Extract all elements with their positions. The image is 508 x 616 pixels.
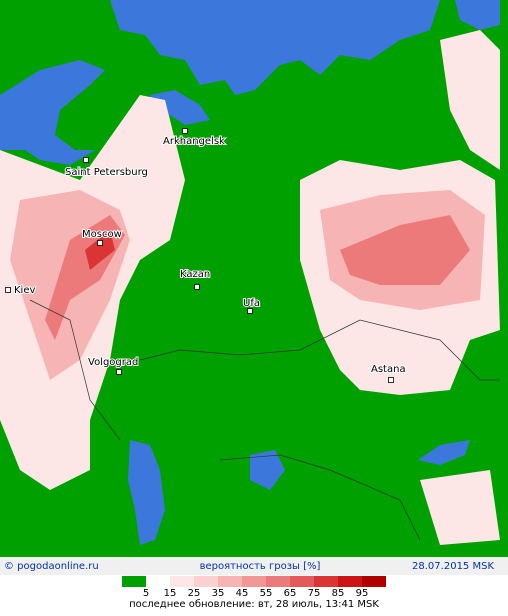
legend-swatch [194, 576, 218, 587]
legend-swatch [242, 576, 266, 587]
legend-swatch [362, 576, 386, 587]
legend-swatch [314, 576, 338, 587]
legend-swatch [290, 576, 314, 587]
legend-swatch [122, 576, 146, 587]
legend-label: 85 [332, 588, 345, 599]
legend-label: 5 [143, 588, 149, 599]
city-label: Volgograd [88, 357, 138, 368]
legend-label: 55 [260, 588, 273, 599]
legend-swatch [146, 576, 170, 587]
legend-swatch [170, 576, 194, 587]
legend-label: 75 [308, 588, 321, 599]
update-time: последнее обновление: вт, 28 июль, 13:41… [129, 599, 379, 610]
legend-label: 65 [284, 588, 297, 599]
legend-label: 35 [212, 588, 225, 599]
city-label: Astana [371, 364, 406, 375]
legend-label: 25 [188, 588, 201, 599]
site-link[interactable]: © pogodaonline.ru [4, 561, 99, 572]
city-label: Arkhangelsk [163, 136, 225, 147]
city-dot [388, 377, 394, 383]
map-title: вероятность грозы [%] [200, 561, 321, 572]
city-dot [97, 240, 103, 246]
legend-swatch [338, 576, 362, 587]
legend-swatch [266, 576, 290, 587]
city-label: Saint Petersburg [65, 167, 148, 178]
map-date: 28.07.2015 MSK [412, 561, 494, 572]
city-dot [247, 308, 253, 314]
city-label: Kiev [14, 285, 35, 296]
footer-bar [0, 557, 508, 575]
city-dot [83, 157, 89, 163]
city-dot [116, 369, 122, 375]
city-dot [182, 128, 188, 134]
legend-label: 15 [164, 588, 177, 599]
city-label: Kazan [180, 269, 210, 280]
legend-label: 45 [236, 588, 249, 599]
city-label: Ufa [243, 298, 260, 309]
city-label: Moscow [82, 229, 122, 240]
cities: Arkhangelsk Saint Petersburg Moscow Kiev Kaz… [5, 128, 407, 383]
city-dot [194, 284, 200, 290]
legend: 5 15 25 35 45 55 65 75 85 95 [122, 576, 386, 599]
map [0, 0, 508, 557]
city-dot [5, 287, 11, 293]
legend-label: 95 [356, 588, 369, 599]
legend-swatch [218, 576, 242, 587]
